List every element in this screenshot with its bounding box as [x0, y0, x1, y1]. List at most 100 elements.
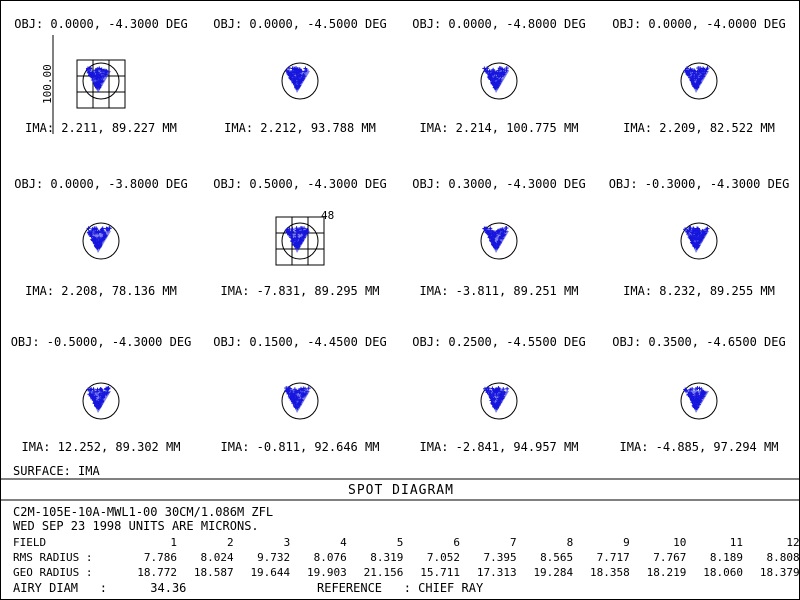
spot-cell: OBJ: 0.0000, -4.8000 DEG IMA: 2.214, 100.…: [412, 17, 585, 135]
info-line-1: C2M-105E-10A-MWL1-00 30CM/1.086M ZFL: [13, 505, 273, 519]
info-line-2: WED SEP 23 1998 UNITS ARE MICRONS.: [13, 519, 259, 533]
ray-spot: [683, 226, 710, 253]
field-number: 8: [567, 536, 574, 549]
object-field-label: OBJ: 0.0000, -3.8000 DEG: [14, 177, 187, 191]
image-coord-label: IMA: -2.841, 94.957 MM: [420, 440, 579, 454]
field-number: 6: [453, 536, 460, 549]
field-number: 2: [227, 536, 234, 549]
object-field-label: OBJ: -0.3000, -4.3000 DEG: [609, 177, 790, 191]
diagram-title: SPOT DIAGRAM: [348, 483, 454, 498]
airy-disk-circle: [680, 222, 718, 260]
ray-spot: [482, 66, 509, 93]
field-number: 10: [673, 536, 686, 549]
spot-cell: OBJ: 0.3000, -4.3000 DEG IMA: -3.811, 89.…: [412, 177, 585, 298]
object-field-label: OBJ: 0.3000, -4.3000 DEG: [412, 177, 585, 191]
object-field-label: OBJ: 0.1500, -4.4500 DEG: [213, 335, 386, 349]
object-field-label: OBJ: 0.0000, -4.3000 DEG: [14, 17, 187, 31]
image-coord-label: IMA: 12.252, 89.302 MM: [22, 440, 181, 454]
airy-disk-circle: [82, 222, 120, 260]
airy-disk-circle: [281, 382, 319, 420]
geo-radius-value: 21.156: [364, 566, 404, 579]
ray-spot: [482, 386, 510, 413]
image-coord-label: IMA: -4.885, 97.294 MM: [620, 440, 779, 454]
scale-label: 100.00: [41, 64, 54, 104]
airy-disk-circle: [82, 382, 120, 420]
geo-radius-value: 19.644: [250, 566, 290, 579]
rms-radius-value: 7.052: [427, 551, 460, 564]
spot-cell: OBJ: 0.5000, -4.3000 DEG IMA: -7.831, 89.…: [213, 177, 386, 298]
field-number: 7: [510, 536, 517, 549]
object-field-label: OBJ: 0.5000, -4.3000 DEG: [213, 177, 386, 191]
geo-radius-value: 18.379: [760, 566, 799, 579]
field-number: 12: [786, 536, 799, 549]
rms-radius-value: 7.767: [653, 551, 686, 564]
geo-radius-value: 17.313: [477, 566, 517, 579]
image-coord-label: IMA: 2.211, 89.227 MM: [25, 121, 177, 135]
field-number: 3: [284, 536, 291, 549]
rms-radius-value: 7.395: [483, 551, 516, 564]
airy-disk-circle: [480, 222, 518, 260]
image-coord-label: IMA: 2.212, 93.788 MM: [224, 121, 376, 135]
field-number: 9: [623, 536, 630, 549]
spot-cell: OBJ: -0.5000, -4.3000 DEG IMA: 12.252, 89…: [11, 335, 192, 454]
object-field-label: OBJ: 0.0000, -4.0000 DEG: [612, 17, 785, 31]
rms-radius-value: 8.319: [370, 551, 403, 564]
ray-spot: [85, 66, 111, 93]
spot-cell: OBJ: 0.1500, -4.4500 DEG IMA: -0.811, 92.…: [213, 335, 386, 454]
field-number: 1: [170, 536, 177, 549]
rms-radius-value: 7.786: [144, 551, 177, 564]
small-label: 48: [321, 209, 334, 222]
rms-radius-value: 8.024: [200, 551, 233, 564]
image-coord-label: IMA: 2.209, 82.522 MM: [623, 121, 775, 135]
geo-radius-value: 15.711: [420, 566, 460, 579]
object-field-label: OBJ: 0.2500, -4.5500 DEG: [412, 335, 585, 349]
spot-cell: OBJ: 0.2500, -4.5500 DEG IMA: -2.841, 94.…: [412, 335, 585, 454]
geo-radius-value: 18.060: [703, 566, 743, 579]
airy-diameter: AIRY DIAM : 34.36: [13, 581, 186, 595]
image-coord-label: IMA: -7.831, 89.295 MM: [221, 284, 380, 298]
rms-radius-value: 7.717: [597, 551, 630, 564]
geo-radius-value: 18.219: [647, 566, 687, 579]
airy-disk-circle: [281, 62, 319, 100]
object-field-label: OBJ: 0.0000, -4.8000 DEG: [412, 17, 585, 31]
geo-radius-value: 18.358: [590, 566, 630, 579]
image-coord-label: IMA: -0.811, 92.646 MM: [221, 440, 380, 454]
airy-disk-circle: [680, 382, 718, 420]
spot-cell: OBJ: 0.0000, -4.0000 DEG IMA: 2.209, 82.5…: [612, 17, 785, 135]
spot-cell: OBJ: 0.3500, -4.6500 DEG IMA: -4.885, 97.…: [612, 335, 785, 454]
spot-cell: OBJ: 0.0000, -4.5000 DEG IMA: 2.212, 93.7…: [213, 17, 386, 135]
ray-spot: [482, 226, 509, 253]
airy-disk-circle: [480, 382, 518, 420]
airy-disk-circle: [82, 62, 120, 100]
geo-radius-value: 19.284: [533, 566, 573, 579]
ray-spot: [86, 386, 111, 413]
airy-disk-circle: [480, 62, 518, 100]
rms-label: RMS RADIUS :: [13, 551, 92, 564]
rms-radius-value: 9.732: [257, 551, 290, 564]
ray-spot: [284, 226, 310, 253]
rms-radius-value: 8.076: [314, 551, 347, 564]
ray-spot: [86, 226, 112, 253]
rms-radius-value: 8.565: [540, 551, 573, 564]
image-coord-label: IMA: 8.232, 89.255 MM: [623, 284, 775, 298]
object-field-label: OBJ: -0.5000, -4.3000 DEG: [11, 335, 192, 349]
field-number: 4: [340, 536, 347, 549]
field-label: FIELD: [13, 536, 46, 549]
geo-radius-value: 18.772: [137, 566, 177, 579]
ray-spot: [284, 386, 311, 413]
ray-spot: [683, 386, 709, 413]
object-field-label: OBJ: 0.3500, -4.6500 DEG: [612, 335, 785, 349]
spot-cell: OBJ: 0.0000, -3.8000 DEG IMA: 2.208, 78.1…: [14, 177, 187, 298]
field-number: 11: [730, 536, 743, 549]
geo-radius-value: 19.903: [307, 566, 347, 579]
surface-label: SURFACE: IMA: [13, 464, 100, 478]
ray-spot: [683, 66, 710, 93]
geo-label: GEO RADIUS :: [13, 566, 92, 579]
rms-radius-value: 8.808: [766, 551, 799, 564]
spot-cell: OBJ: -0.3000, -4.3000 DEG IMA: 8.232, 89.…: [609, 177, 790, 298]
geo-radius-value: 18.587: [194, 566, 234, 579]
airy-disk-circle: [281, 222, 319, 260]
reference: REFERENCE : CHIEF RAY: [317, 581, 484, 595]
